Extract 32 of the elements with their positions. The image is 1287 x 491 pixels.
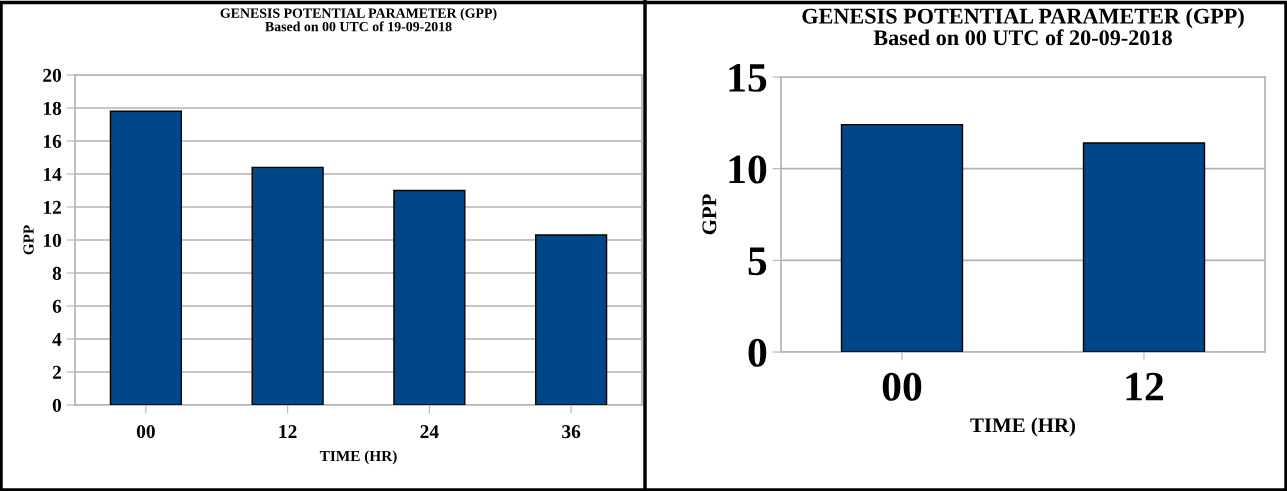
y-tick-label: 6 xyxy=(52,299,62,313)
y-tick-label: 12 xyxy=(43,200,61,214)
y-tick-label: 15 xyxy=(729,63,767,92)
y-tick-label: 20 xyxy=(43,68,62,82)
y-tick-label: 0 xyxy=(748,338,767,367)
x-axis-title: TIME (HR) xyxy=(970,417,1076,437)
y-tick-label: 2 xyxy=(52,365,61,379)
chart-subtitle: Based on 00 UTC of 20-09-2018 xyxy=(873,29,1172,46)
bar xyxy=(109,110,183,405)
y-axis-title: GPP xyxy=(23,225,34,255)
y-tick-label: 10 xyxy=(729,155,767,184)
bar xyxy=(393,189,466,405)
y-tick-label: 10 xyxy=(43,233,62,247)
x-axis-title: TIME (HR) xyxy=(319,450,397,465)
y-tick-label: 18 xyxy=(43,101,62,115)
chart-title: GENESIS POTENTIAL PARAMETER (GPP) xyxy=(220,8,497,21)
y-tick-label: 14 xyxy=(43,167,62,181)
chart-title: GENESIS POTENTIAL PARAMETER (GPP) xyxy=(802,8,1244,29)
y-axis-title: GPP xyxy=(702,194,717,235)
y-tick-label: 0 xyxy=(52,398,62,412)
x-tick-label: 00 xyxy=(136,425,155,439)
x-tick-label: 24 xyxy=(420,425,439,438)
x-tick-label: 36 xyxy=(562,425,581,439)
x-tick-label: 12 xyxy=(279,425,297,438)
y-tick-label: 16 xyxy=(43,134,62,148)
chart-subtitle: Based on 00 UTC of 19-09-2018 xyxy=(265,21,452,32)
y-tick-label: 8 xyxy=(52,266,62,280)
bar xyxy=(251,166,324,405)
bar xyxy=(534,234,608,405)
y-tick-label: 5 xyxy=(748,247,767,276)
x-tick-label: 00 xyxy=(882,372,922,401)
y-tick-label: 4 xyxy=(52,332,62,346)
